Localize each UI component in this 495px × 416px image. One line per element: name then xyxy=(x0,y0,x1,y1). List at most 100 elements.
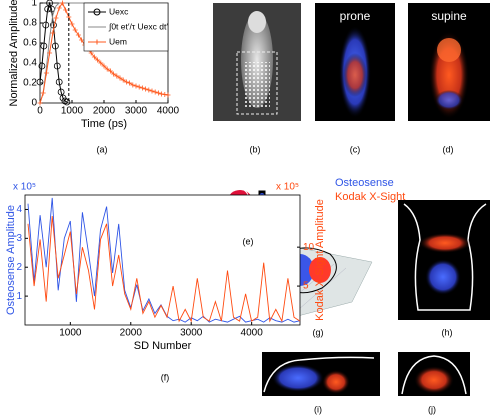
marker xyxy=(107,68,113,74)
marker xyxy=(120,77,126,83)
x-tick-label: 3000 xyxy=(125,106,148,117)
marker xyxy=(159,91,165,97)
y2-tick-label: 10 xyxy=(303,242,315,253)
marker xyxy=(104,66,110,72)
y-tick-label: 0 xyxy=(31,98,37,109)
marker xyxy=(114,73,120,79)
x-tick-label: 2000 xyxy=(93,106,116,117)
y-tick-label: 0.6 xyxy=(23,38,37,49)
marker xyxy=(91,54,97,60)
plot-frame xyxy=(24,194,301,326)
series-line xyxy=(39,1,68,103)
marker xyxy=(117,75,123,81)
panel-label: (f) xyxy=(161,372,170,382)
marker xyxy=(38,62,46,70)
marker xyxy=(149,88,155,94)
marker xyxy=(152,89,158,95)
marker xyxy=(98,60,104,66)
marker xyxy=(51,42,59,50)
marker xyxy=(40,90,46,96)
marker xyxy=(40,42,48,50)
y-multiplier: x 10⁵ xyxy=(13,182,36,193)
panel-label: (g) xyxy=(313,327,324,337)
marker xyxy=(47,50,53,56)
y-tick-label: 4 xyxy=(16,204,22,215)
marker xyxy=(130,82,136,88)
y-tick-label: 3 xyxy=(16,233,22,244)
marker xyxy=(162,92,168,97)
image-text: prone xyxy=(340,9,371,23)
marker xyxy=(165,92,171,98)
y2-axis-label: Kodak X-Sight Amplitude xyxy=(314,199,326,321)
marker xyxy=(75,32,81,38)
legend-marker xyxy=(94,39,100,45)
x-tick-label: 2000 xyxy=(120,328,143,339)
x-tick-label: 3000 xyxy=(180,328,203,339)
marker xyxy=(95,57,101,63)
marker xyxy=(72,27,78,33)
marker xyxy=(36,78,44,86)
marker xyxy=(56,5,62,11)
y-tick-label: 1 xyxy=(16,291,22,302)
image-j xyxy=(398,352,470,396)
marker xyxy=(59,0,65,6)
x-tick-label: 1000 xyxy=(59,328,82,339)
x-tick-label: 0 xyxy=(37,106,43,117)
y2-multiplier: x 10⁵ xyxy=(276,182,299,193)
marker xyxy=(146,87,152,93)
marker xyxy=(53,62,61,70)
y-tick-label: 1 xyxy=(31,0,37,9)
panel-label: (j) xyxy=(428,404,436,414)
marker xyxy=(139,85,145,91)
x-tick-label: 1000 xyxy=(61,106,84,117)
marker xyxy=(88,50,94,56)
marker xyxy=(57,88,65,96)
marker xyxy=(111,71,117,77)
panel-label: (d) xyxy=(443,144,454,154)
image-i xyxy=(262,352,380,396)
legend-label: Uem xyxy=(109,36,127,46)
legend-label: ∫0t et′/τ Uexc dt′ xyxy=(108,21,168,31)
panel-label: (h) xyxy=(442,327,453,337)
y-tick-label: 0.4 xyxy=(23,58,37,69)
image-h xyxy=(398,200,490,320)
image-legend-entry: Osteosense xyxy=(335,177,394,189)
marker xyxy=(44,5,52,13)
y2-tick-label: 5 xyxy=(303,281,309,292)
marker xyxy=(133,83,139,89)
y-axis-label: Osteosense Amplitude xyxy=(5,205,17,315)
marker xyxy=(155,90,161,96)
y-tick-label: 0.2 xyxy=(23,78,37,89)
x-tick-label: 4000 xyxy=(241,328,264,339)
marker xyxy=(50,30,56,36)
marker xyxy=(143,86,149,92)
photo-b xyxy=(213,3,301,121)
marker xyxy=(101,63,107,69)
image-d xyxy=(408,3,490,121)
marker xyxy=(123,79,129,85)
marker xyxy=(79,37,85,43)
image-c xyxy=(315,3,395,121)
panel-label: (b) xyxy=(250,144,261,154)
marker xyxy=(42,21,50,29)
panel-label: (a) xyxy=(97,144,108,154)
y-tick-label: 0.8 xyxy=(23,18,37,29)
x-axis-label: Time (ps) xyxy=(81,118,127,130)
marker xyxy=(46,0,53,7)
y-axis-label: Normalized Amplitude xyxy=(8,0,20,107)
series-line xyxy=(27,215,301,323)
x-axis-label: SD Number xyxy=(134,340,192,352)
legend-label: Uexc xyxy=(109,6,129,16)
image-legend-entry: Kodak X-Sight xyxy=(335,191,405,203)
marker xyxy=(63,98,71,106)
marker xyxy=(69,21,75,27)
image-text: supine xyxy=(431,9,467,23)
marker xyxy=(37,100,43,106)
x-tick-label: 4000 xyxy=(157,106,180,117)
marker xyxy=(63,7,69,13)
panel-label: (c) xyxy=(350,144,361,154)
marker xyxy=(55,78,63,86)
marker xyxy=(43,70,49,76)
panel-label: (e) xyxy=(243,236,254,246)
y-tick-label: 2 xyxy=(16,262,22,273)
